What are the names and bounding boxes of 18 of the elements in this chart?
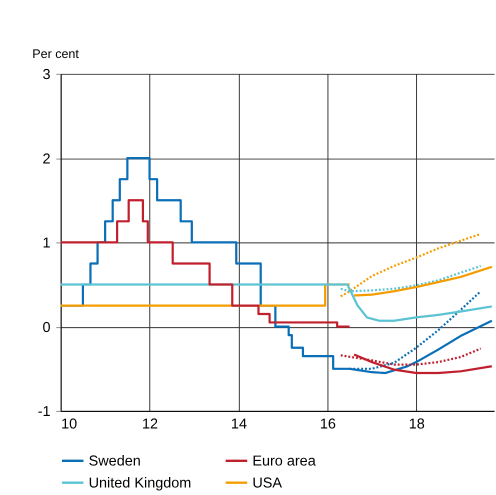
legend-label: United Kingdom [88,476,192,492]
y-tick-label: 1 [42,236,51,252]
legend-label: USA [252,476,282,492]
x-tick-label: 12 [142,416,158,433]
line-series [340,232,482,298]
line-series [348,290,482,370]
line-series [352,266,493,297]
x-tick-label: 14 [230,416,247,433]
legend-label: Euro area [252,454,317,470]
x-tick-label: 10 [61,416,78,433]
legend-label: Sweden [88,454,141,470]
y-axis-title: Per cent [32,46,80,61]
x-tick-label: 16 [320,416,336,433]
y-tick-label: 0 [42,320,51,336]
y-tick-label: 3 [42,67,51,84]
y-tick-label: 2 [42,151,51,168]
y-tick-label: -1 [38,404,51,420]
x-tick-label: 18 [408,416,425,433]
